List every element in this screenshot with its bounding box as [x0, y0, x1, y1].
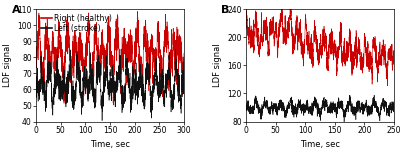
Text: B: B — [221, 5, 229, 15]
Right (healthy) — [97, 58, 102, 60]
Left (stroke) — [59, 95, 64, 97]
Line: Right (healthy): Right (healthy) — [36, 11, 184, 106]
Y-axis label: LDF signal: LDF signal — [213, 43, 222, 87]
Left (stroke) — [50, 110, 55, 112]
Right (healthy) — [81, 105, 86, 107]
Right (healthy) — [179, 49, 184, 51]
X-axis label: Time, sec: Time, sec — [300, 140, 340, 149]
Left (stroke) — [173, 48, 178, 50]
Left (stroke) — [163, 88, 168, 89]
X-axis label: Time, sec: Time, sec — [90, 140, 130, 149]
Left (stroke) — [90, 82, 95, 84]
Left (stroke) — [100, 120, 104, 121]
Left (stroke) — [182, 87, 186, 89]
Left (stroke) — [97, 79, 102, 81]
Text: A: A — [12, 5, 21, 15]
Left (stroke) — [34, 73, 38, 75]
Left (stroke) — [179, 98, 184, 99]
Right (healthy) — [50, 42, 55, 44]
Right (healthy) — [90, 71, 95, 73]
Line: Left (stroke): Left (stroke) — [36, 49, 184, 121]
Right (healthy) — [59, 71, 64, 73]
Y-axis label: LDF signal: LDF signal — [3, 43, 12, 87]
Legend: Right (healthy), Left (stroke): Right (healthy), Left (stroke) — [40, 13, 113, 34]
Right (healthy) — [34, 61, 38, 63]
Right (healthy) — [163, 46, 168, 47]
Right (healthy) — [182, 52, 186, 54]
Right (healthy) — [135, 10, 140, 12]
